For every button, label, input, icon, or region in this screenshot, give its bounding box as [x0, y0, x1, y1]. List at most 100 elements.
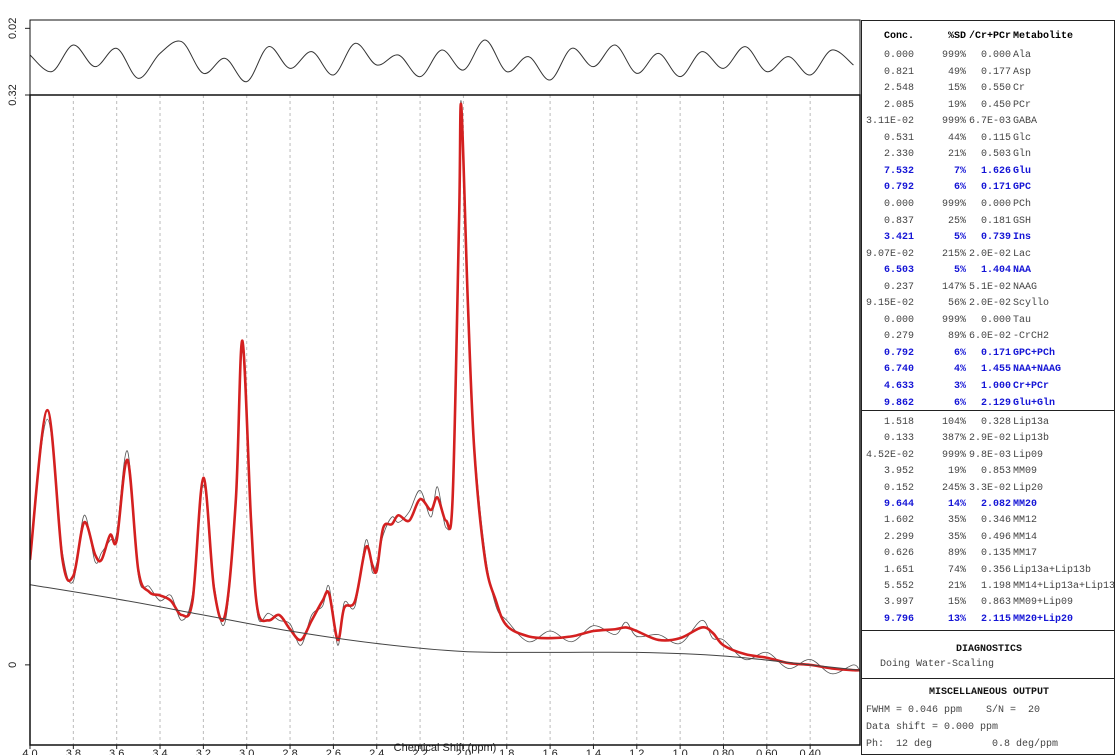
cell: 0.177 — [980, 66, 1011, 78]
cell: Glc — [1013, 132, 1032, 144]
cell: 999% — [941, 449, 966, 461]
cell: 3.11E-02 — [865, 116, 914, 128]
lipid-table: 1.518 104% 0.328 Lip13a 0.133 387% 2.9E-02 Lip1… — [861, 410, 1115, 631]
cell: Glu — [1013, 165, 1032, 177]
cell: 5.1E-02 — [968, 281, 1011, 293]
table-row: 0.000 999% 0.000 Tau — [862, 314, 1114, 329]
cell: GABA — [1013, 116, 1038, 128]
cell: Tau — [1013, 314, 1032, 326]
cell: 9.644 — [883, 499, 914, 510]
table-row: 2.085 19% 0.450 PCr — [862, 99, 1114, 114]
table-row: 6.503 5% 1.404 NAA — [862, 265, 1114, 279]
x-tick-label: 1.4 — [586, 748, 601, 755]
cell: 25% — [947, 215, 966, 227]
cell: 3.952 — [883, 466, 914, 478]
cell: Lip09 — [1013, 449, 1044, 461]
cell: 0.853 — [980, 466, 1011, 478]
frame — [29, 94, 861, 746]
x-tick-label: 2.8 — [282, 748, 297, 755]
spectrum-line — [30, 584, 860, 671]
cell: Lip13b — [1013, 433, 1050, 445]
table-row: 0.000 999% 0.000 Ala — [862, 50, 1114, 64]
table-row: 9.796 13% 2.115 MM20+Lip20 — [862, 613, 1114, 628]
misc-title: MISCELLANEOUS OUTPUT — [928, 687, 1050, 698]
cell: 0.821 — [883, 66, 914, 78]
cell: PCr — [1013, 99, 1032, 111]
cell: 0.503 — [980, 149, 1011, 161]
table-row: 0.837 25% 0.181 GSH — [862, 215, 1114, 230]
cell: 147% — [941, 281, 966, 293]
cell: 0.171 — [980, 182, 1011, 194]
cell: 9.8E-03 — [968, 449, 1011, 461]
x-tick-label: 3.6 — [109, 748, 124, 755]
frame — [29, 19, 861, 96]
cell: 0.346 — [980, 515, 1011, 527]
cell: 21% — [947, 149, 966, 161]
x-tick-label: 3.4 — [152, 748, 167, 755]
table-row: 4.633 3% 1.000 Cr+PCr — [862, 381, 1114, 395]
cell: 4% — [953, 364, 966, 376]
cell: GSH — [1013, 215, 1032, 227]
cell: 0.115 — [980, 132, 1011, 144]
spectrum-line — [30, 102, 860, 672]
spectrum-line — [30, 39, 854, 83]
cell: 7.532 — [883, 165, 914, 177]
table-row: 0.821 49% 0.177 Asp — [862, 66, 1114, 81]
cell: Lip13a+Lip13b — [1013, 564, 1092, 576]
table-row: 3.11E-02 999% 6.7E-03 GABA — [862, 116, 1114, 130]
cell: 6% — [953, 347, 966, 359]
cell: 15% — [947, 597, 966, 609]
cell: 0.739 — [980, 232, 1011, 244]
cell: MM09+Lip09 — [1013, 597, 1074, 609]
table-row: 0.531 44% 0.115 Glc — [862, 132, 1114, 147]
cell: 0.356 — [980, 564, 1011, 576]
cell: 0.000 — [980, 50, 1011, 61]
table-row: 1.518 104% 0.328 Lip13a — [862, 417, 1114, 431]
cell: 2.0E-02 — [968, 248, 1011, 260]
cell: MM14+Lip13a+Lip13b — [1013, 581, 1115, 592]
cell: 1.602 — [883, 515, 914, 527]
cell: Cr — [1013, 83, 1026, 95]
table-row: 0.279 89% 6.0E-02 -CrCH2 — [862, 331, 1114, 345]
cell: 4.633 — [883, 381, 914, 392]
cell: 3.997 — [883, 597, 914, 609]
table-row: 0.000 999% 0.000 PCh — [862, 199, 1114, 213]
cell: 6.0E-02 — [968, 331, 1011, 343]
x-tick-label: 0.80 — [713, 748, 734, 755]
cell: 2.299 — [883, 531, 914, 543]
x-tick-label: 2.0 — [456, 748, 471, 755]
misc-line: FWHM = 0.046 ppm S/N = 20 — [866, 705, 1041, 716]
cell: 2.9E-02 — [968, 433, 1011, 445]
diagnostics-title: DIAGNOSTICS — [955, 644, 1022, 655]
cell: 245% — [941, 482, 966, 494]
cell: 74% — [947, 564, 966, 576]
table-row: 2.548 15% 0.550 Cr — [862, 83, 1114, 97]
cell: 19% — [947, 99, 966, 111]
cell: 999% — [941, 116, 966, 128]
cell: 2.115 — [980, 613, 1011, 625]
cell: 0.550 — [980, 83, 1011, 95]
metabolite-table: Conc. %SD/Cr+PCr Metabolite 0.000 999% 0.000 A… — [861, 20, 1115, 411]
cell: 387% — [941, 433, 966, 445]
cell: 0.863 — [980, 597, 1011, 609]
cell: MM20+Lip20 — [1013, 613, 1074, 625]
cell: 0.626 — [883, 548, 914, 560]
spectrum-line — [30, 100, 860, 675]
cell: 999% — [941, 314, 966, 326]
misc-line: Data shift = 0.000 ppm — [866, 722, 999, 733]
cell: 1.455 — [980, 364, 1011, 376]
table-row: 9.862 6% 2.129 Glu+Gln — [862, 398, 1114, 410]
header-cell: Metabolite — [1013, 31, 1074, 42]
diagnostics-text: Doing Water-Scaling — [880, 659, 995, 670]
cell: 6.740 — [883, 364, 914, 376]
cell: MM17 — [1013, 548, 1038, 560]
misc-panel: MISCELLANEOUS OUTPUT FWHM = 0.046 ppm S/… — [861, 678, 1115, 755]
cell: Lip20 — [1013, 482, 1044, 494]
cell: 2.0E-02 — [968, 298, 1011, 310]
cell: 14% — [947, 499, 966, 510]
x-tick-label: 3.0 — [239, 748, 254, 755]
cell: 89% — [947, 331, 966, 343]
cell: MM20 — [1013, 499, 1038, 510]
cell: 1.651 — [883, 564, 914, 576]
plot-area — [30, 39, 854, 83]
